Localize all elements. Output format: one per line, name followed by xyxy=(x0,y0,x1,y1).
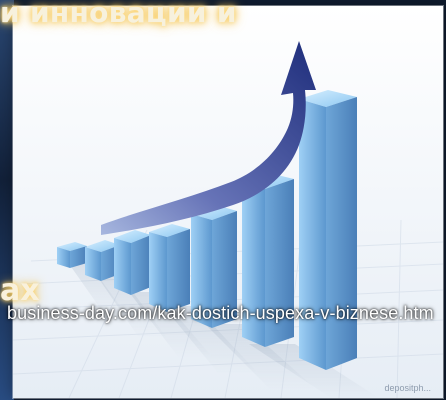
growth-chart-illustration xyxy=(13,6,443,398)
bars xyxy=(57,90,357,370)
source-url: business-day.com/kak-dostich-uspexa-v-bi… xyxy=(7,303,434,323)
growth-chart-image xyxy=(13,6,443,398)
overlay-headline: и инновации и xyxy=(0,0,237,29)
growth-arrow xyxy=(101,41,316,235)
overlay-fragment: ах xyxy=(0,273,40,308)
watermark-text: depositph... xyxy=(384,383,431,393)
left-accent-strip xyxy=(0,0,14,400)
bar-shadows xyxy=(67,261,379,398)
